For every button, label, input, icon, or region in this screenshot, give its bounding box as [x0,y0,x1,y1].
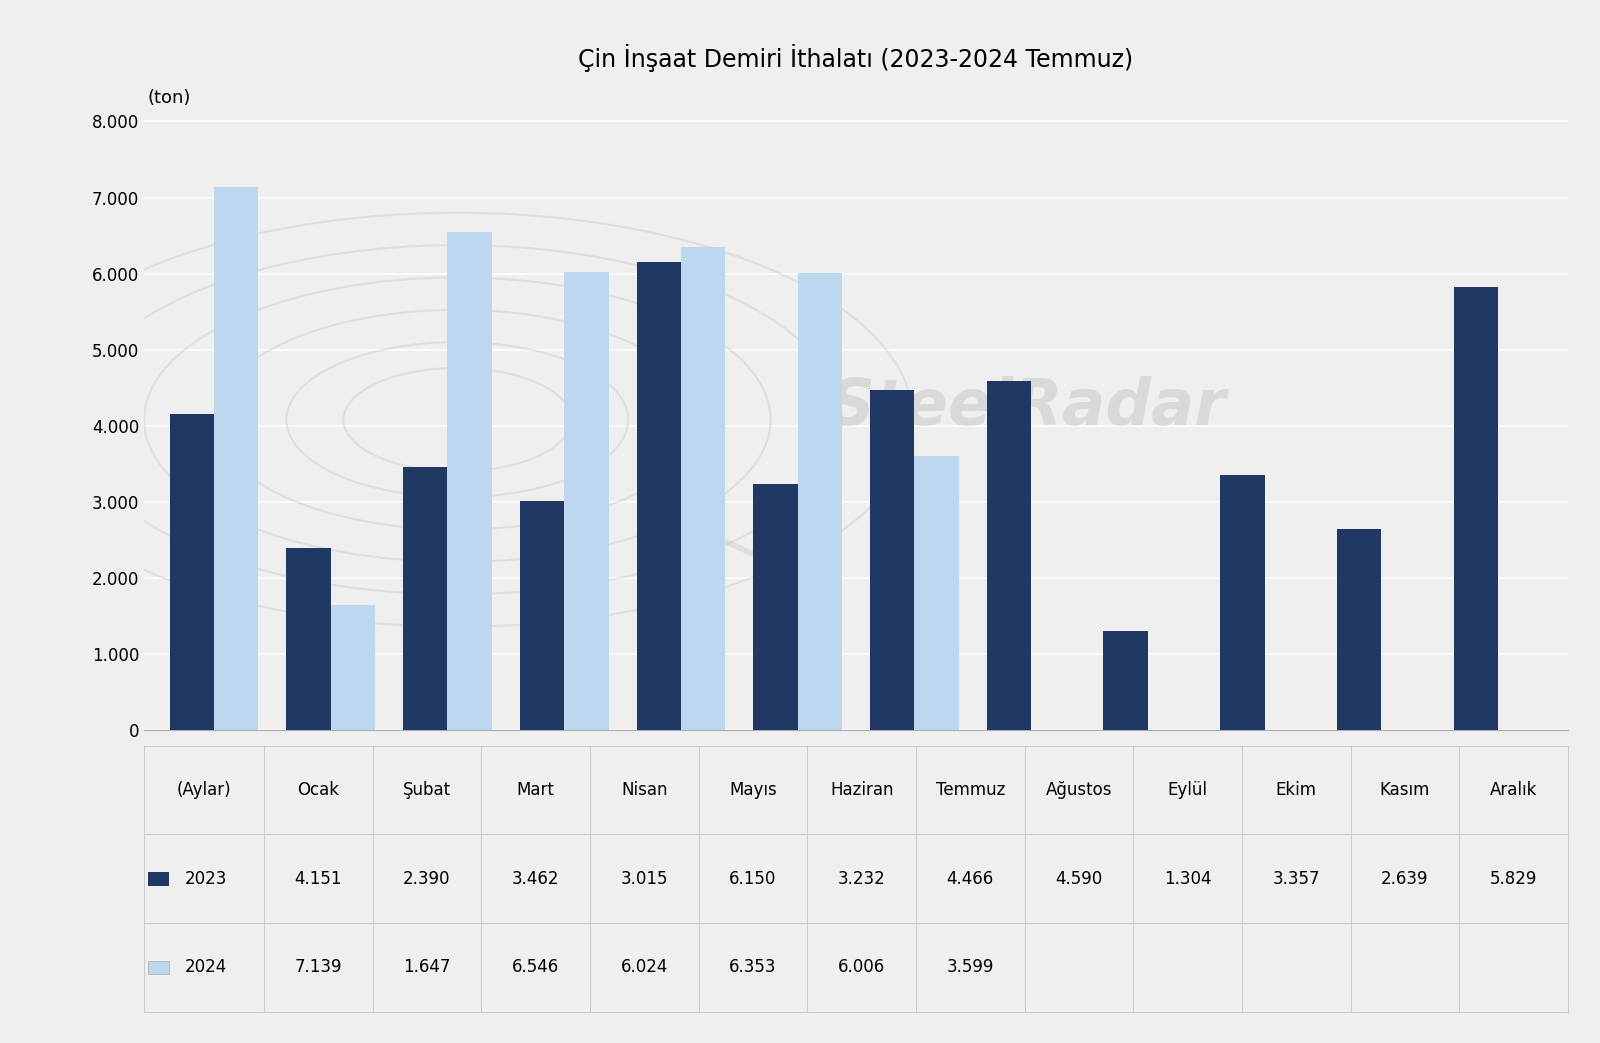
Bar [565,272,608,730]
Text: Haziran: Haziran [830,781,893,799]
Text: 6.353: 6.353 [730,959,776,976]
Bar [754,484,798,730]
Text: Mart: Mart [517,781,555,799]
Text: 4.151: 4.151 [294,870,342,888]
Text: 3.232: 3.232 [838,870,885,888]
Text: Temmuz: Temmuz [936,781,1005,799]
Bar [637,262,682,730]
Text: 6.546: 6.546 [512,959,560,976]
Text: 7.139: 7.139 [294,959,342,976]
Title: Çin İnşaat Demiri İthalatı (2023-2024 Temmuz): Çin İnşaat Demiri İthalatı (2023-2024 Te… [579,44,1133,72]
Text: 2.390: 2.390 [403,870,451,888]
Text: 1.647: 1.647 [403,959,451,976]
Bar [403,466,448,730]
Bar [987,381,1030,730]
Bar [798,273,842,730]
Bar [1104,631,1147,730]
Text: Ocak: Ocak [298,781,339,799]
Bar [914,456,958,730]
Bar [1454,287,1498,730]
Text: Eylül: Eylül [1168,781,1208,799]
Bar [870,390,914,730]
Text: 5.829: 5.829 [1490,870,1538,888]
Bar [520,501,565,730]
Text: 3.015: 3.015 [621,870,669,888]
Bar [448,233,491,730]
Text: 6.024: 6.024 [621,959,669,976]
Bar [331,605,374,730]
Text: 6.006: 6.006 [838,959,885,976]
Bar [170,414,214,730]
Text: Mayıs: Mayıs [730,781,778,799]
Text: SteelRadar: SteelRadar [829,375,1226,438]
Text: 2.639: 2.639 [1381,870,1429,888]
Bar [286,549,331,730]
Text: 4.466: 4.466 [947,870,994,888]
Text: Kasım: Kasım [1379,781,1430,799]
Text: 3.357: 3.357 [1272,870,1320,888]
Text: Aralık: Aralık [1490,781,1538,799]
Text: 4.590: 4.590 [1056,870,1102,888]
Bar [682,247,725,730]
Bar [1338,530,1381,730]
Bar [1221,475,1264,730]
Text: (Aylar): (Aylar) [176,781,232,799]
Text: Ekim: Ekim [1275,781,1317,799]
Text: 3.462: 3.462 [512,870,560,888]
Text: Nisan: Nisan [621,781,667,799]
Text: Şubat: Şubat [403,781,451,799]
Bar [214,187,258,730]
Text: 2023: 2023 [186,870,227,888]
Text: 6.150: 6.150 [730,870,776,888]
Text: 3.599: 3.599 [947,959,994,976]
Text: 1.304: 1.304 [1163,870,1211,888]
Text: (ton): (ton) [147,89,190,106]
Text: 2024: 2024 [186,959,227,976]
Text: Ağustos: Ağustos [1046,781,1112,799]
